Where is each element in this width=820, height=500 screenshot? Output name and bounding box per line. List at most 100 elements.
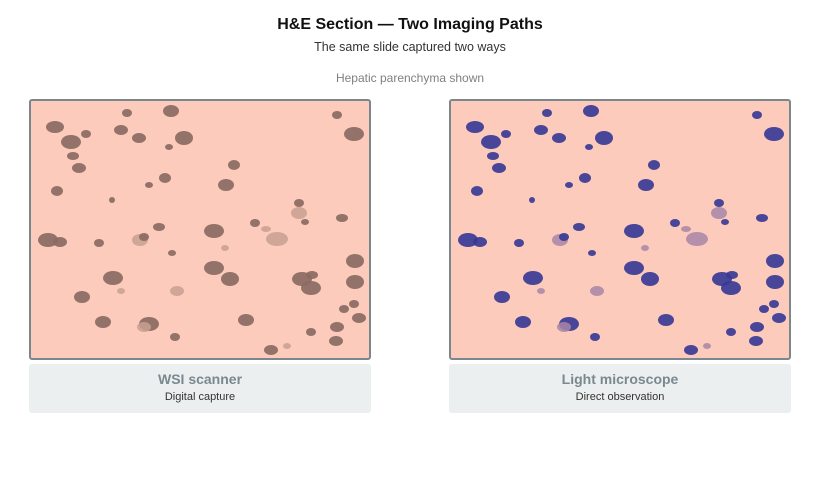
wsi-nucleus-45 [170, 286, 184, 296]
microscope-nucleus-33 [624, 224, 644, 238]
wsi-nucleus-35 [346, 254, 364, 268]
wsi-nucleus-53 [352, 313, 366, 323]
microscope-nucleus-47 [759, 305, 769, 313]
light-microscope-description: Direct observation [575, 391, 665, 403]
microscope-nucleus-55 [590, 333, 600, 341]
wsi-scanner-caption: WSI scanner Digital capture [29, 364, 371, 413]
microscope-nucleus-24 [681, 226, 691, 232]
wsi-nucleus-12 [109, 197, 115, 203]
microscope-nucleus-37 [641, 272, 659, 286]
microscope-nucleus-53 [772, 313, 786, 323]
wsi-nucleus-21 [301, 219, 309, 225]
microscope-nucleus-1 [481, 135, 501, 149]
wsi-nucleus-7 [175, 131, 193, 145]
wsi-nucleus-44 [117, 288, 125, 294]
light-microscope-image [449, 99, 791, 360]
microscope-nucleus-18 [764, 127, 784, 141]
microscope-tissue-nuclei [458, 105, 786, 355]
wsi-nucleus-47 [339, 305, 349, 313]
microscope-nucleus-51 [658, 314, 674, 326]
wsi-nucleus-36 [204, 261, 224, 275]
microscope-nucleus-6 [583, 105, 599, 117]
wsi-nucleus-24 [261, 226, 271, 232]
microscope-nucleus-4 [534, 125, 548, 135]
wsi-nucleus-34 [221, 245, 229, 251]
wsi-nucleus-56 [329, 336, 343, 346]
microscope-nucleus-27 [473, 237, 487, 247]
microscope-nucleus-45 [590, 286, 604, 296]
microscope-nucleus-41 [721, 281, 741, 295]
wsi-nucleus-32 [168, 250, 176, 256]
wsi-nucleus-30 [139, 233, 149, 241]
wsi-nucleus-33 [204, 224, 224, 238]
wsi-nucleus-22 [336, 214, 348, 222]
wsi-nucleus-9 [67, 152, 79, 160]
microscope-nucleus-56 [749, 336, 763, 346]
microscope-nucleus-16 [648, 160, 660, 170]
wsi-nucleus-48 [95, 316, 111, 328]
microscope-nucleus-22 [756, 214, 768, 222]
microscope-nucleus-48 [515, 316, 531, 328]
microscope-nucleus-32 [588, 250, 596, 256]
microscope-nucleus-10 [492, 163, 506, 173]
wsi-nucleus-42 [346, 275, 364, 289]
wsi-nucleus-58 [283, 343, 291, 349]
wsi-nucleus-15 [218, 179, 234, 191]
wsi-nucleus-13 [145, 182, 153, 188]
microscope-nucleus-26 [458, 233, 478, 247]
wsi-nucleus-50 [137, 322, 151, 332]
microscope-nucleus-11 [471, 186, 483, 196]
microscope-nucleus-28 [514, 239, 524, 247]
microscope-nucleus-9 [487, 152, 499, 160]
wsi-nucleus-54 [306, 328, 316, 336]
microscope-nucleus-43 [494, 291, 510, 303]
microscope-nucleus-54 [726, 328, 736, 336]
microscope-nucleus-0 [466, 121, 484, 133]
wsi-nucleus-23 [250, 219, 260, 227]
microscope-nucleus-42 [766, 275, 784, 289]
microscope-nucleus-57 [684, 345, 698, 355]
wsi-nucleus-10 [72, 163, 86, 173]
wsi-nucleus-41 [301, 281, 321, 295]
wsi-nucleus-3 [122, 109, 132, 117]
microscope-nucleus-52 [750, 322, 764, 332]
microscope-nucleus-23 [670, 219, 680, 227]
microscope-nucleus-44 [537, 288, 545, 294]
light-microscope-label: Light microscope [561, 371, 679, 387]
microscope-nucleus-15 [638, 179, 654, 191]
wsi-nucleus-51 [238, 314, 254, 326]
wsi-scanner-description: Digital capture [164, 391, 236, 403]
wsi-nucleus-0 [46, 121, 64, 133]
microscope-nucleus-30 [559, 233, 569, 241]
wsi-nucleus-14 [159, 173, 171, 183]
wsi-nucleus-43 [74, 291, 90, 303]
microscope-nucleus-19 [714, 199, 724, 207]
page-subtitle: The same slide captured two ways [314, 40, 506, 54]
microscope-nucleus-13 [565, 182, 573, 188]
wsi-nucleus-46 [349, 300, 359, 308]
wsi-scanner-label: WSI scanner [157, 371, 243, 387]
microscope-nucleus-31 [573, 223, 585, 231]
page-title: H&E Section — Two Imaging Paths [277, 16, 543, 33]
wsi-nucleus-55 [170, 333, 180, 341]
microscope-nucleus-14 [579, 173, 591, 183]
wsi-nucleus-2 [81, 130, 91, 138]
microscope-nucleus-35 [766, 254, 784, 268]
wsi-nucleus-18 [344, 127, 364, 141]
wsi-nucleus-37 [221, 272, 239, 286]
wsi-tissue-nuclei [38, 105, 366, 355]
microscope-nucleus-38 [523, 271, 543, 285]
wsi-nucleus-40 [306, 271, 318, 279]
wsi-nucleus-19 [294, 199, 304, 207]
microscope-nucleus-20 [711, 207, 727, 219]
wsi-nucleus-31 [153, 223, 165, 231]
wsi-nucleus-4 [114, 125, 128, 135]
microscope-nucleus-36 [624, 261, 644, 275]
wsi-nucleus-6 [163, 105, 179, 117]
microscope-nucleus-40 [726, 271, 738, 279]
microscope-nucleus-50 [557, 322, 571, 332]
microscope-nucleus-2 [501, 130, 511, 138]
wsi-nucleus-27 [53, 237, 67, 247]
microscope-nucleus-34 [641, 245, 649, 251]
wsi-nucleus-1 [61, 135, 81, 149]
